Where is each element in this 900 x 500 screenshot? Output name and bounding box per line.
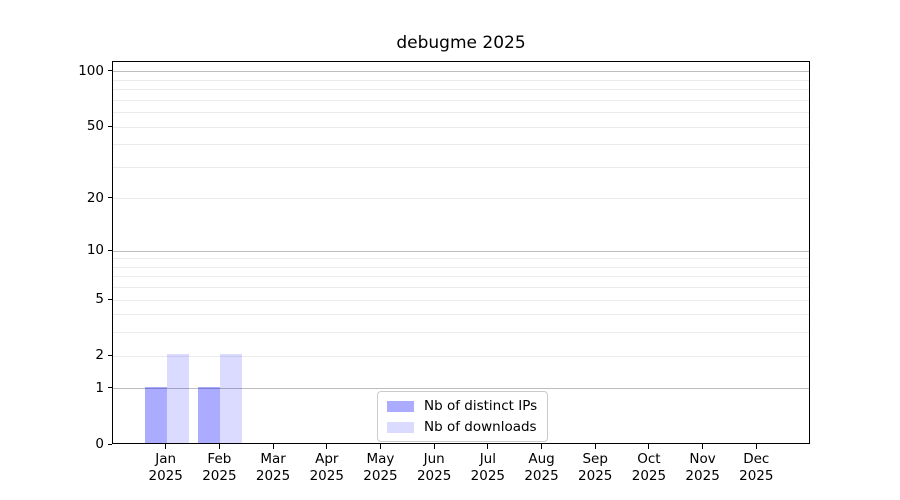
- x-tick-year: 2025: [685, 468, 720, 484]
- y-tick-label: 100: [78, 62, 104, 79]
- y-gridline-minor: [113, 89, 809, 91]
- x-tick-label: Dec 2025: [724, 451, 788, 485]
- y-gridline-minor: [113, 355, 809, 357]
- y-tick: [108, 354, 112, 356]
- x-tick: [379, 444, 381, 449]
- x-tick-month: Feb: [207, 451, 232, 467]
- x-tick-month: Oct: [637, 451, 661, 467]
- x-tick-label: Apr 2025: [295, 451, 359, 485]
- x-tick-month: May: [366, 451, 395, 467]
- y-tick: [108, 443, 112, 445]
- y-tick-label: 1: [95, 379, 104, 396]
- y-tick-label: 50: [86, 118, 104, 135]
- x-tick-label: Oct 2025: [617, 451, 681, 485]
- x-tick-year: 2025: [416, 468, 452, 484]
- x-tick-month: Jul: [479, 451, 496, 467]
- x-tick-year: 2025: [309, 468, 344, 484]
- y-gridline-minor: [113, 276, 809, 278]
- x-tick-month: Jun: [423, 451, 445, 467]
- y-gridline-minor: [113, 126, 809, 128]
- x-tick-year: 2025: [148, 468, 183, 484]
- x-tick-year: 2025: [202, 468, 237, 484]
- y-gridline-major: [113, 71, 809, 73]
- y-tick: [108, 298, 112, 300]
- x-tick-year: 2025: [363, 468, 398, 484]
- bar-downloads: [220, 354, 243, 443]
- y-tick-label: 0: [95, 436, 104, 452]
- y-tick-label: 2: [95, 347, 104, 364]
- x-tick-year: 2025: [739, 468, 774, 484]
- y-gridline-minor: [113, 314, 809, 316]
- y-gridline-minor: [113, 332, 809, 334]
- y-gridline-minor: [113, 166, 809, 168]
- x-tick-label: Jul 2025: [456, 451, 520, 485]
- y-gridline-minor: [113, 299, 809, 301]
- legend: Nb of distinct IPs Nb of downloads: [377, 391, 549, 442]
- x-tick-month: Jan: [155, 451, 177, 467]
- y-tick-label: 5: [95, 291, 104, 308]
- y-tick: [108, 125, 112, 127]
- y-gridline-minor: [113, 258, 809, 260]
- x-tick-label: May 2025: [348, 451, 412, 485]
- x-tick-label: Nov 2025: [671, 451, 735, 485]
- x-tick: [433, 444, 435, 449]
- y-tick: [108, 70, 112, 72]
- x-tick-month: Aug: [528, 451, 555, 467]
- y-gridline-major: [113, 250, 809, 252]
- y-gridline-minor: [113, 287, 809, 289]
- x-tick: [648, 444, 650, 449]
- y-gridline-minor: [113, 112, 809, 114]
- legend-item-distinct-ips: Nb of distinct IPs: [387, 398, 537, 414]
- y-gridline-minor: [113, 266, 809, 268]
- x-tick: [541, 444, 543, 449]
- bar-downloads: [166, 354, 189, 443]
- legend-item-downloads: Nb of downloads: [387, 419, 537, 435]
- chart-title: debugme 2025: [396, 33, 526, 53]
- y-tick: [108, 249, 112, 251]
- y-gridline-major: [113, 388, 809, 390]
- x-tick: [218, 444, 220, 449]
- x-tick-year: 2025: [578, 468, 613, 484]
- x-tick-label: Jun 2025: [402, 451, 466, 485]
- y-gridline-minor: [113, 144, 809, 146]
- bar-distinct-ips: [144, 386, 167, 443]
- x-tick-month: Apr: [315, 451, 339, 467]
- x-tick-label: Jan 2025: [134, 451, 198, 485]
- x-tick-label: Sep 2025: [563, 451, 627, 485]
- y-gridline-minor: [113, 99, 809, 101]
- y-tick: [108, 387, 112, 389]
- bar-distinct-ips: [198, 386, 221, 443]
- x-tick-year: 2025: [631, 468, 667, 484]
- y-tick-label: 20: [86, 189, 104, 206]
- x-tick-label: Aug 2025: [510, 451, 574, 485]
- y-gridline-minor: [113, 198, 809, 200]
- plot-area: Nb of distinct IPs Nb of downloads: [112, 61, 810, 444]
- x-tick-label: Feb 2025: [187, 451, 251, 485]
- x-tick-label: Mar 2025: [241, 451, 305, 485]
- x-tick: [594, 444, 596, 449]
- x-tick: [272, 444, 274, 449]
- x-tick: [326, 444, 328, 449]
- x-tick: [487, 444, 489, 449]
- x-tick-month: Sep: [582, 451, 608, 467]
- legend-label-distinct-ips: Nb of distinct IPs: [424, 398, 538, 414]
- x-tick-month: Nov: [689, 451, 716, 467]
- distinct-ips-swatch-icon: [387, 400, 414, 412]
- y-gridline-minor: [113, 79, 809, 81]
- y-tick: [108, 197, 112, 199]
- y-tick-label: 10: [86, 242, 104, 259]
- downloads-swatch-icon: [387, 421, 414, 433]
- x-tick-month: Mar: [260, 451, 286, 467]
- legend-label-downloads: Nb of downloads: [424, 419, 537, 435]
- x-tick-year: 2025: [524, 468, 559, 484]
- x-tick: [755, 444, 757, 449]
- x-tick-month: Dec: [743, 451, 770, 467]
- x-tick-year: 2025: [255, 468, 291, 484]
- x-tick: [702, 444, 704, 449]
- x-tick-year: 2025: [470, 468, 506, 484]
- x-tick: [165, 444, 167, 449]
